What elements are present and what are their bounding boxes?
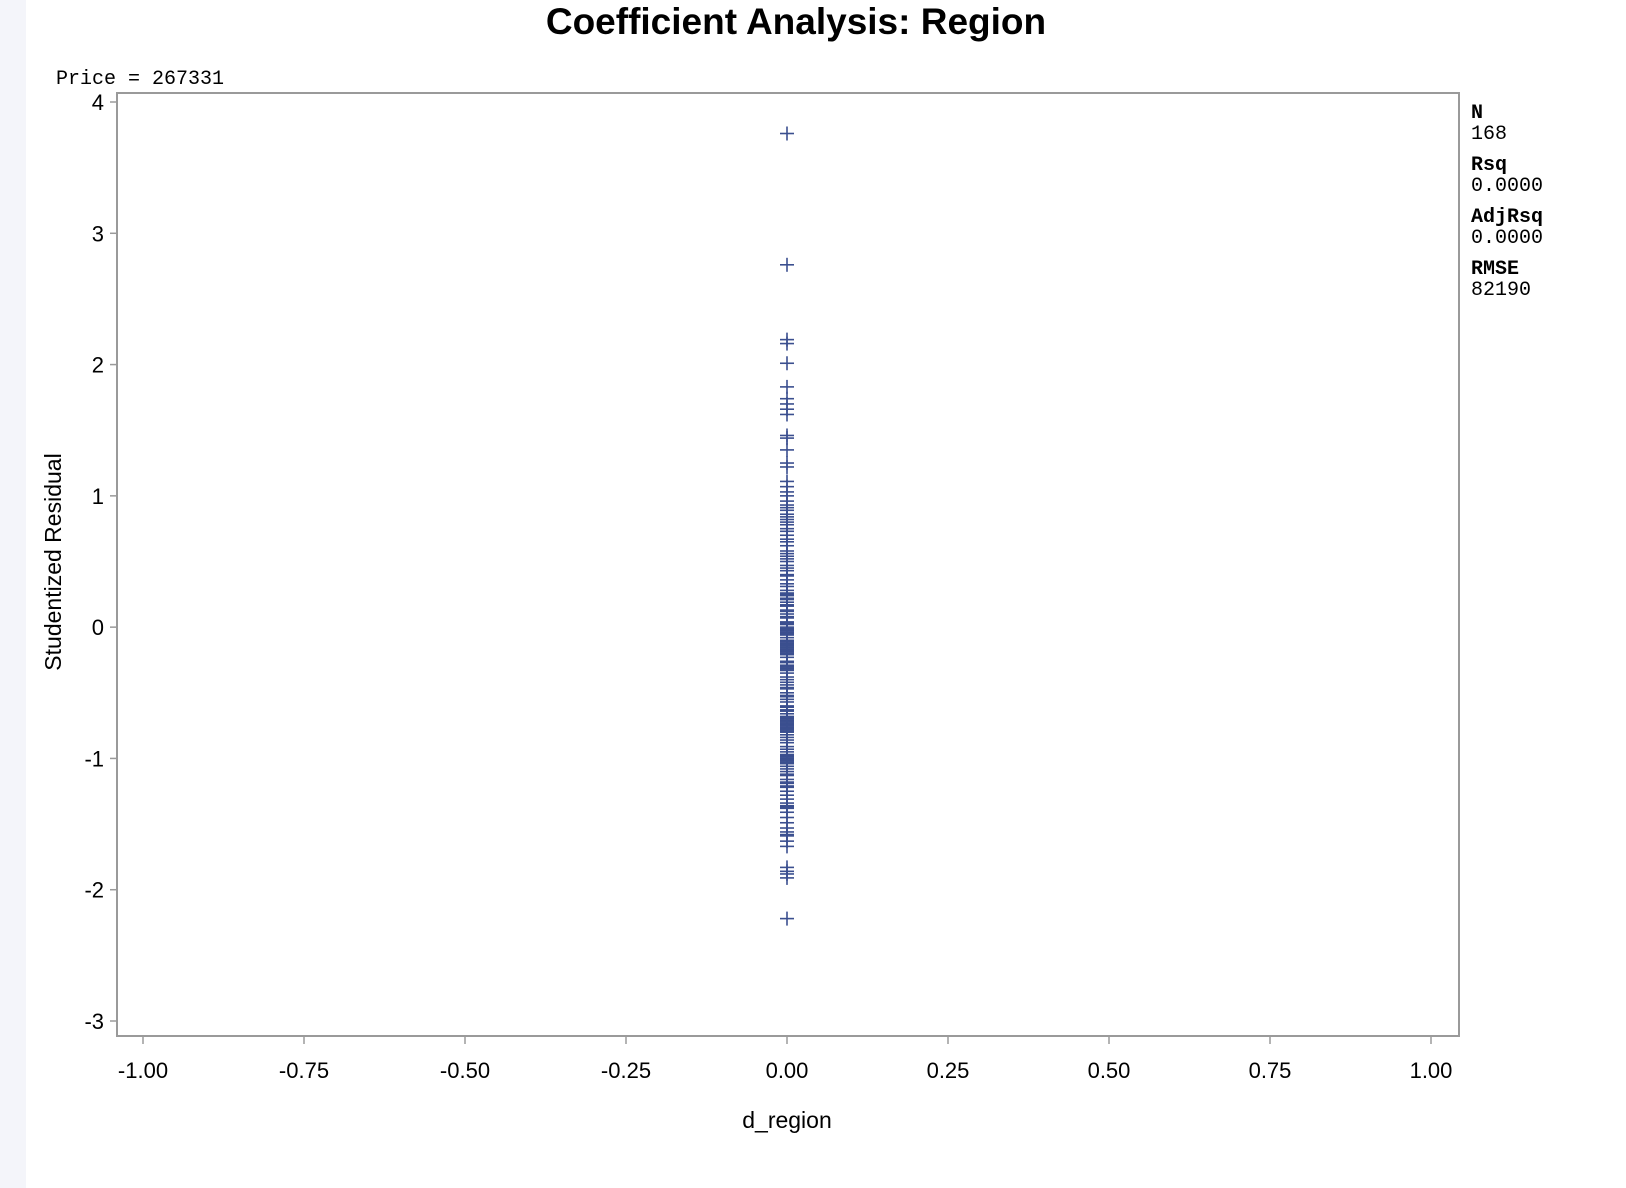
data-point <box>780 911 794 926</box>
data-point <box>780 710 794 725</box>
scatter-plot: Coefficient Analysis: Region Price = 267… <box>40 1 1543 1133</box>
y-tick-label: -1 <box>84 746 104 771</box>
x-tick-label: 0.50 <box>1088 1058 1131 1083</box>
x-tick-label: 0.25 <box>927 1058 970 1083</box>
x-tick-label: -1.00 <box>118 1058 168 1083</box>
model-equation: Price = 267331 <box>56 68 224 91</box>
y-axis: 4 3 2 1 0 -1 -2 -3 <box>84 90 117 1034</box>
y-tick-label: 3 <box>92 221 104 246</box>
data-point <box>780 336 794 351</box>
stat-label: RMSE <box>1471 258 1519 281</box>
data-point <box>780 778 794 793</box>
x-axis: -1.00 -0.75 -0.50 -0.25 0.00 0.25 0.50 0.75 1.00 <box>118 1036 1452 1083</box>
data-point <box>780 379 794 394</box>
x-tick-label: -0.25 <box>601 1058 651 1083</box>
chart-canvas: Coefficient Analysis: Region Price = 267… <box>26 0 1626 1188</box>
data-point <box>780 839 794 854</box>
data-point <box>780 747 794 762</box>
data-points <box>780 126 794 926</box>
y-tick-label: 4 <box>92 90 104 115</box>
plot-area-frame <box>116 92 1460 1037</box>
data-point <box>780 459 794 474</box>
x-tick-label: 0.75 <box>1249 1058 1292 1083</box>
data-point <box>780 407 794 422</box>
stat-value: 168 <box>1471 123 1507 146</box>
data-point <box>780 870 794 885</box>
y-tick-label: 1 <box>92 484 104 509</box>
data-point <box>780 356 794 371</box>
y-tick-label: -2 <box>84 878 104 903</box>
x-tick-label: -0.50 <box>440 1058 490 1083</box>
data-point <box>780 431 794 446</box>
stat-value: 0.0000 <box>1471 227 1543 250</box>
y-tick-label: -3 <box>84 1009 104 1034</box>
x-tick-label: 0.00 <box>766 1058 809 1083</box>
data-point <box>780 126 794 141</box>
x-tick-label: -0.75 <box>279 1058 329 1083</box>
y-tick-label: 0 <box>92 615 104 640</box>
chart-title: Coefficient Analysis: Region <box>546 1 1046 42</box>
data-point <box>780 521 794 536</box>
y-axis-label: Studentized Residual <box>40 453 66 670</box>
stat-value: 82190 <box>1471 279 1531 302</box>
data-point <box>780 442 794 457</box>
data-point <box>780 257 794 272</box>
stat-label: Rsq <box>1471 154 1507 177</box>
x-tick-label: 1.00 <box>1410 1058 1453 1083</box>
x-axis-label: d_region <box>742 1107 832 1133</box>
stat-value: 0.0000 <box>1471 175 1543 198</box>
y-tick-label: 2 <box>92 353 104 378</box>
stat-label: N <box>1471 102 1483 125</box>
data-point <box>780 549 794 564</box>
stat-label: AdjRsq <box>1471 206 1543 229</box>
